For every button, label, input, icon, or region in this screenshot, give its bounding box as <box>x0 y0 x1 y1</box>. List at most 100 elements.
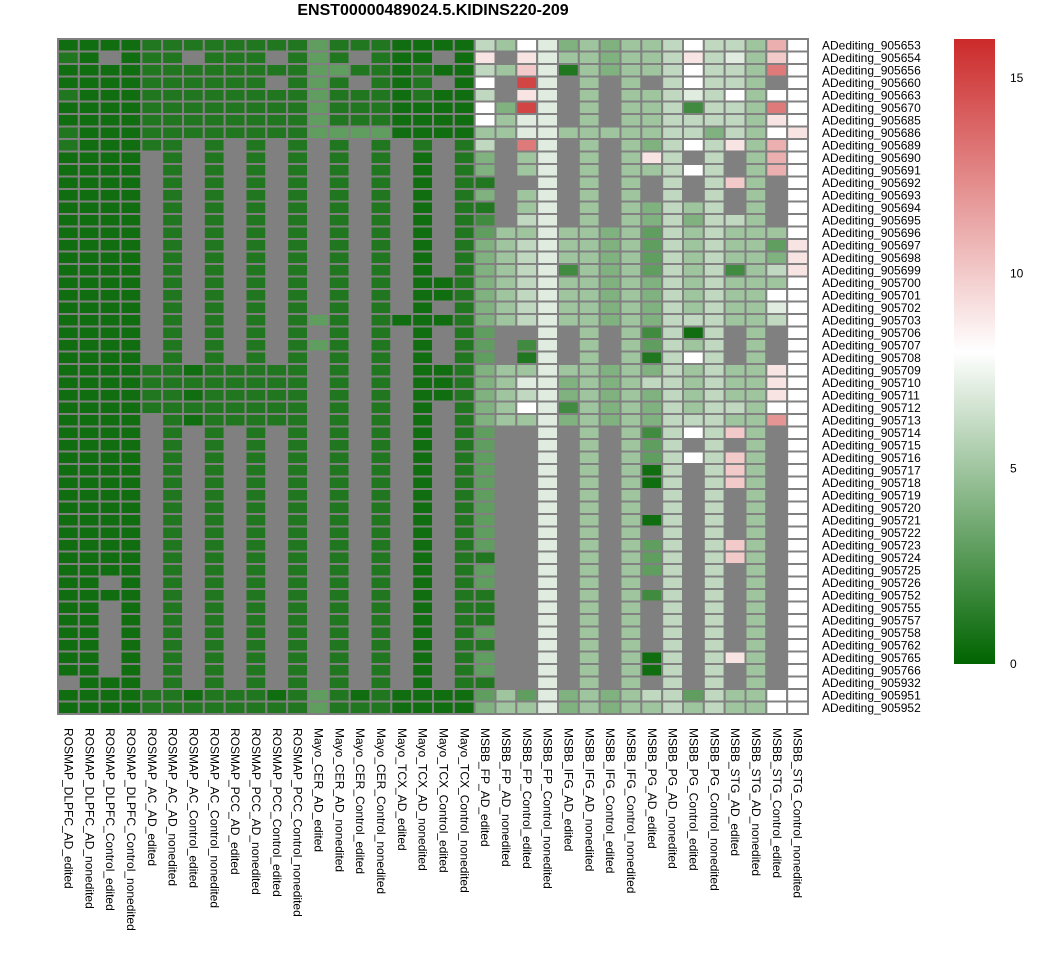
heatmap-cell <box>202 313 226 328</box>
heatmap-cell <box>411 450 435 465</box>
column-label: Mayo_CER_Control_nonedited <box>374 728 388 894</box>
heatmap-cell <box>723 688 747 703</box>
heatmap-cell <box>765 213 789 228</box>
heatmap-cell <box>411 613 435 628</box>
heatmap-cell <box>432 350 455 365</box>
heatmap-cell <box>786 675 809 690</box>
heatmap-cell <box>57 350 80 365</box>
heatmap-cell <box>765 663 789 678</box>
heatmap-cell <box>515 125 539 140</box>
heatmap-cell <box>515 138 539 153</box>
heatmap-cell <box>265 263 289 278</box>
heatmap-cell <box>557 488 580 503</box>
heatmap-cell <box>536 650 559 665</box>
heatmap-cell <box>57 138 80 153</box>
heatmap-cell <box>765 488 789 503</box>
heatmap-cell <box>140 88 164 103</box>
heatmap-cell <box>452 475 476 490</box>
heatmap-cell <box>598 425 622 440</box>
heatmap-cell <box>244 525 268 540</box>
heatmap-cell <box>536 638 559 653</box>
heatmap-cell <box>515 438 539 453</box>
heatmap-cell <box>307 225 330 240</box>
row-label: ADediting_905720 <box>822 501 921 515</box>
heatmap-cell <box>661 475 684 490</box>
heatmap-cell <box>786 450 809 465</box>
heatmap-cell <box>202 413 226 428</box>
heatmap-cell <box>473 225 497 240</box>
heatmap-cell <box>182 88 205 103</box>
heatmap-cell <box>473 238 497 253</box>
heatmap-cell <box>307 300 330 315</box>
heatmap-cell <box>473 525 497 540</box>
heatmap-cell <box>682 325 705 340</box>
heatmap-cell <box>98 613 122 628</box>
heatmap-cell <box>598 288 622 303</box>
heatmap-cell <box>765 688 789 703</box>
heatmap-cell <box>723 663 747 678</box>
heatmap-cell <box>515 425 539 440</box>
heatmap-cell <box>765 113 789 128</box>
heatmap-cell <box>640 475 664 490</box>
heatmap-cell <box>536 375 559 390</box>
heatmap-cell <box>640 138 664 153</box>
heatmap-cell <box>327 688 351 703</box>
heatmap-cell <box>98 650 122 665</box>
heatmap-cell <box>786 563 809 578</box>
heatmap-cell <box>577 388 601 403</box>
heatmap-cell <box>182 425 205 440</box>
heatmap-cell <box>307 63 330 78</box>
heatmap-cell <box>286 538 310 553</box>
heatmap-cell <box>515 613 539 628</box>
heatmap-cell <box>369 363 393 378</box>
heatmap-cell <box>223 363 247 378</box>
heatmap-cell <box>598 38 622 53</box>
heatmap-cell <box>494 450 518 465</box>
heatmap-cell <box>161 463 184 478</box>
heatmap-cell <box>161 600 184 615</box>
heatmap-cell <box>119 175 143 190</box>
heatmap-cell <box>348 463 372 478</box>
heatmap-cell <box>390 250 414 265</box>
heatmap-cell <box>473 50 497 65</box>
heatmap-cell <box>786 200 809 215</box>
heatmap-cell <box>77 63 101 78</box>
heatmap-cell <box>327 488 351 503</box>
heatmap-cell <box>702 313 726 328</box>
heatmap-cell <box>390 663 414 678</box>
heatmap-cell <box>765 288 789 303</box>
heatmap-cell <box>286 263 310 278</box>
heatmap-cell <box>723 163 747 178</box>
heatmap-cell <box>369 563 393 578</box>
heatmap-cell <box>223 238 247 253</box>
heatmap-cell <box>307 175 330 190</box>
column-label: ROSMAP_PCC_AD_edited <box>228 728 242 875</box>
heatmap-cell <box>557 613 580 628</box>
heatmap-cell <box>536 250 559 265</box>
heatmap-cell <box>765 588 789 603</box>
heatmap-cell <box>244 625 268 640</box>
heatmap-cell <box>744 700 768 715</box>
heatmap-cell <box>598 688 622 703</box>
heatmap-cell <box>661 563 684 578</box>
heatmap-cell <box>577 450 601 465</box>
heatmap-cell <box>369 638 393 653</box>
heatmap-cell <box>536 475 559 490</box>
heatmap-cell <box>473 675 497 690</box>
heatmap-cell <box>786 238 809 253</box>
heatmap-cell <box>515 300 539 315</box>
heatmap-cell <box>640 438 664 453</box>
heatmap-cell <box>182 638 205 653</box>
heatmap-cell <box>452 188 476 203</box>
heatmap-cell <box>140 50 164 65</box>
heatmap-cell <box>244 700 268 715</box>
heatmap-cell <box>57 450 80 465</box>
heatmap-cell <box>327 650 351 665</box>
heatmap-cell <box>786 188 809 203</box>
heatmap-cell <box>202 263 226 278</box>
heatmap-cell <box>223 500 247 515</box>
heatmap-cell <box>494 88 518 103</box>
heatmap-cell <box>765 175 789 190</box>
heatmap-cell <box>661 250 684 265</box>
heatmap-cell <box>98 625 122 640</box>
